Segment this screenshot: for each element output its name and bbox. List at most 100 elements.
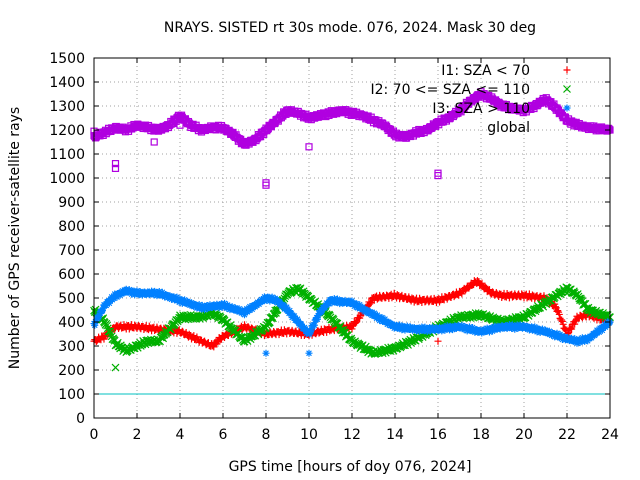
x-tick-label: 18 [472, 427, 490, 443]
data-point [429, 323, 437, 331]
x-tick-label: 6 [219, 427, 228, 443]
legend-item-i2-70-sza-110: I2: 70 <= SZA <= 110 [370, 82, 571, 98]
y-tick-label: 900 [58, 195, 85, 211]
series-global [90, 88, 614, 149]
data-point [98, 307, 106, 315]
legend-label: I2: 70 <= SZA <= 110 [370, 82, 530, 98]
data-point [158, 288, 166, 296]
data-point [280, 302, 288, 310]
data-point [268, 293, 276, 301]
y-tick-label: 1200 [49, 123, 85, 139]
legend-marker [563, 66, 571, 74]
data-point [173, 293, 181, 301]
legend-label: I1: SZA < 70 [441, 63, 530, 79]
data-point [195, 301, 203, 309]
data-point [558, 316, 566, 324]
x-tick-label: 2 [133, 427, 142, 443]
data-point [555, 310, 563, 318]
data-point [286, 307, 294, 315]
data-point [366, 300, 374, 308]
axis-ticks: 0 2 4 6 8 10 12 14 16 18 20 22 240100200300400500600… [49, 51, 619, 443]
y-tick-label: 1000 [49, 171, 85, 187]
data-point [423, 328, 431, 336]
legend-label: global [487, 120, 530, 136]
data-point [105, 299, 113, 307]
data-point [496, 325, 504, 333]
data-point [138, 291, 146, 299]
data-point [485, 328, 493, 336]
outlier-point [434, 337, 442, 345]
data-point [370, 296, 378, 304]
x-tick-label: 8 [262, 427, 271, 443]
data-point [531, 323, 539, 331]
y-tick-label: 700 [58, 243, 85, 259]
data-point [293, 315, 301, 323]
data-point [584, 337, 592, 345]
data-point [216, 336, 224, 344]
outlier-point [305, 349, 313, 357]
x-tick-label: 22 [558, 427, 576, 443]
data-point [221, 299, 229, 307]
data-point [91, 321, 99, 329]
x-tick-label: 24 [601, 427, 619, 443]
y-tick-label: 500 [58, 291, 85, 307]
data-point [348, 297, 356, 305]
data-point [106, 329, 115, 338]
data-point [100, 335, 108, 343]
outlier-points [90, 121, 442, 372]
y-tick-label: 100 [58, 387, 85, 403]
data-point [465, 323, 473, 331]
outlier-point [262, 349, 270, 357]
data-point [133, 287, 141, 295]
data-point [298, 322, 306, 330]
data-point [370, 309, 378, 317]
data-point [564, 333, 572, 341]
outlier-point [305, 143, 313, 151]
data-point [341, 296, 349, 304]
x-tick-label: 14 [386, 427, 404, 443]
data-point [99, 304, 107, 312]
outlier-point [262, 181, 270, 189]
data-point [511, 325, 519, 333]
data-point [556, 330, 564, 338]
legend-item-global: global [487, 120, 530, 136]
outlier-point [111, 160, 120, 168]
x-axis-label: GPS time [hours of doy 076, 2024] [229, 459, 472, 475]
outlier-point [111, 363, 120, 372]
legend: I1: SZA < 70 I2: 70 <= SZA <= 110 I3: SZA … [370, 63, 571, 136]
data-point [565, 329, 573, 337]
data-point [469, 324, 477, 332]
data-point [604, 124, 613, 132]
chart-title: NRAYS. SISTED rt 30s mode. 076, 2024. Ma… [164, 20, 536, 36]
data-point [306, 330, 314, 338]
y-tick-label: 400 [58, 315, 85, 331]
data-point [538, 325, 546, 333]
data-point [110, 294, 118, 302]
y-tick-label: 800 [58, 219, 85, 235]
data-point [307, 326, 315, 334]
data-point [106, 327, 115, 336]
data-point [554, 307, 562, 315]
x-tick-label: 20 [515, 427, 533, 443]
data-point [314, 311, 322, 319]
outlier-point [434, 172, 442, 180]
outlier-point [150, 138, 158, 146]
data-point [478, 279, 486, 287]
data-point [102, 319, 111, 328]
data-point [113, 293, 121, 301]
data-point [313, 315, 321, 323]
data-point [458, 290, 466, 298]
data-point [396, 321, 404, 329]
data-point [595, 328, 603, 336]
data-point [348, 325, 356, 333]
data-point [353, 300, 361, 308]
series-layer [90, 88, 614, 372]
data-point [568, 325, 576, 333]
data-point [438, 327, 446, 335]
series-i3-sza-110 [90, 285, 614, 347]
outlier-point [176, 121, 184, 129]
data-point [95, 313, 103, 321]
y-tick-label: 1300 [49, 99, 85, 115]
data-point [516, 321, 524, 329]
data-point [551, 303, 559, 311]
